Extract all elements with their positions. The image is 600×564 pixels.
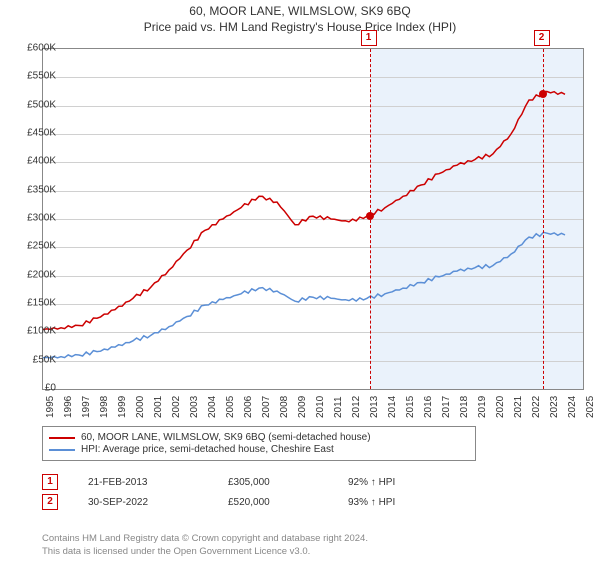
x-axis-label: 2011 [333,396,344,418]
legend-label: 60, MOOR LANE, WILMSLOW, SK9 6BQ (semi-d… [81,432,371,443]
sale-pct: 93% ↑ HPI [348,497,395,508]
x-axis-label: 2024 [567,396,578,418]
x-axis-label: 2017 [441,396,452,418]
marker-dot-1 [366,212,374,220]
x-axis-label: 2014 [387,396,398,418]
x-axis-label: 2018 [459,396,470,418]
x-axis-label: 2025 [585,396,596,418]
sale-row: 2 30-SEP-2022 £520,000 93% ↑ HPI [42,494,395,510]
x-axis-label: 1996 [63,396,74,418]
x-axis-label: 2007 [261,396,272,418]
marker-box-2: 2 [534,30,550,46]
x-axis-label: 2015 [405,396,416,418]
series-property [43,92,565,330]
x-axis-label: 2003 [189,396,200,418]
y-axis-label: £350K [16,184,56,195]
x-axis-label: 2019 [477,396,488,418]
x-axis-label: 2009 [297,396,308,418]
x-axis-label: 2002 [171,396,182,418]
x-axis-label: 2013 [369,396,380,418]
y-axis-label: £400K [16,156,56,167]
x-axis-label: 2010 [315,396,326,418]
y-axis-label: £600K [16,43,56,54]
x-axis-label: 2006 [243,396,254,418]
y-axis-label: £300K [16,213,56,224]
x-axis-label: 2023 [549,396,560,418]
page-subtitle: Price paid vs. HM Land Registry's House … [0,20,600,34]
y-axis-label: £550K [16,71,56,82]
legend-swatch [49,437,75,439]
marker-line-2 [543,49,544,389]
x-axis-label: 2005 [225,396,236,418]
x-axis-label: 2021 [513,396,524,418]
y-axis-label: £100K [16,326,56,337]
x-axis-label: 1999 [117,396,128,418]
x-axis-label: 1997 [81,396,92,418]
sale-marker: 2 [42,494,58,510]
sale-date: 21-FEB-2013 [88,477,198,488]
page-title: 60, MOOR LANE, WILMSLOW, SK9 6BQ [0,4,600,18]
chart-lines [43,49,583,389]
y-axis-label: £200K [16,269,56,280]
x-axis-label: 1995 [45,396,56,418]
marker-box-1: 1 [361,30,377,46]
y-axis-label: £0 [16,383,56,394]
x-axis-label: 2012 [351,396,362,418]
chart-legend: 60, MOOR LANE, WILMSLOW, SK9 6BQ (semi-d… [42,426,476,461]
footer-line-1: Contains HM Land Registry data © Crown c… [42,533,368,545]
y-axis-label: £50K [16,354,56,365]
sale-price: £305,000 [228,477,318,488]
y-axis-label: £150K [16,298,56,309]
y-axis-label: £450K [16,128,56,139]
legend-swatch [49,449,75,451]
legend-item: 60, MOOR LANE, WILMSLOW, SK9 6BQ (semi-d… [49,432,469,443]
legend-label: HPI: Average price, semi-detached house,… [81,444,334,455]
x-axis-label: 2008 [279,396,290,418]
footer-line-2: This data is licensed under the Open Gov… [42,546,368,558]
x-axis-label: 2022 [531,396,542,418]
y-axis-label: £500K [16,99,56,110]
x-axis-label: 1998 [99,396,110,418]
marker-dot-2 [539,90,547,98]
x-axis-label: 2016 [423,396,434,418]
price-chart [42,48,584,390]
legend-item: HPI: Average price, semi-detached house,… [49,444,469,455]
x-axis-label: 2001 [153,396,164,418]
footer-text: Contains HM Land Registry data © Crown c… [42,533,368,558]
sale-marker: 1 [42,474,58,490]
sale-price: £520,000 [228,497,318,508]
series-hpi [43,232,565,358]
sale-date: 30-SEP-2022 [88,497,198,508]
sale-row: 1 21-FEB-2013 £305,000 92% ↑ HPI [42,474,395,490]
y-axis-label: £250K [16,241,56,252]
sales-table: 1 21-FEB-2013 £305,000 92% ↑ HPI 2 30-SEP-202… [42,470,395,514]
x-axis-label: 2020 [495,396,506,418]
x-axis-label: 2004 [207,396,218,418]
x-axis-label: 2000 [135,396,146,418]
sale-pct: 92% ↑ HPI [348,477,395,488]
